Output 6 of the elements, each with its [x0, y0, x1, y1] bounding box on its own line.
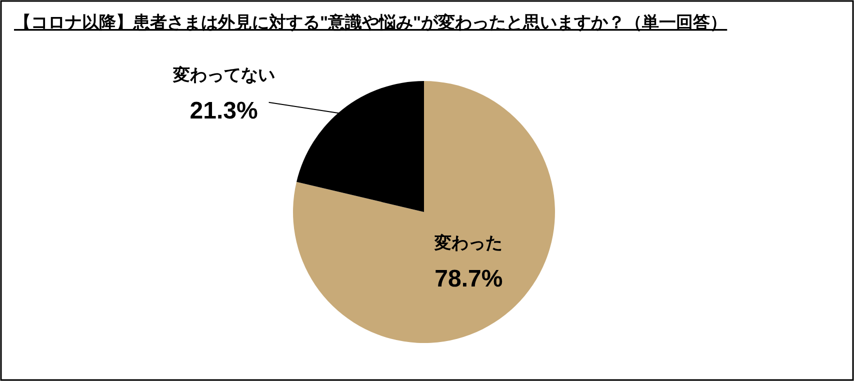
data-label: 78.7% — [434, 266, 503, 293]
pie-slice — [293, 81, 555, 343]
slice-label: 変わってない — [172, 65, 275, 84]
slice-label: 変わった — [434, 234, 503, 253]
chart-title: 【コロナ以降】患者さまは外見に対する"意識や悩み"が変わったと思いますか？（単一回答） — [14, 13, 728, 32]
data-label: 21.3% — [190, 97, 258, 124]
